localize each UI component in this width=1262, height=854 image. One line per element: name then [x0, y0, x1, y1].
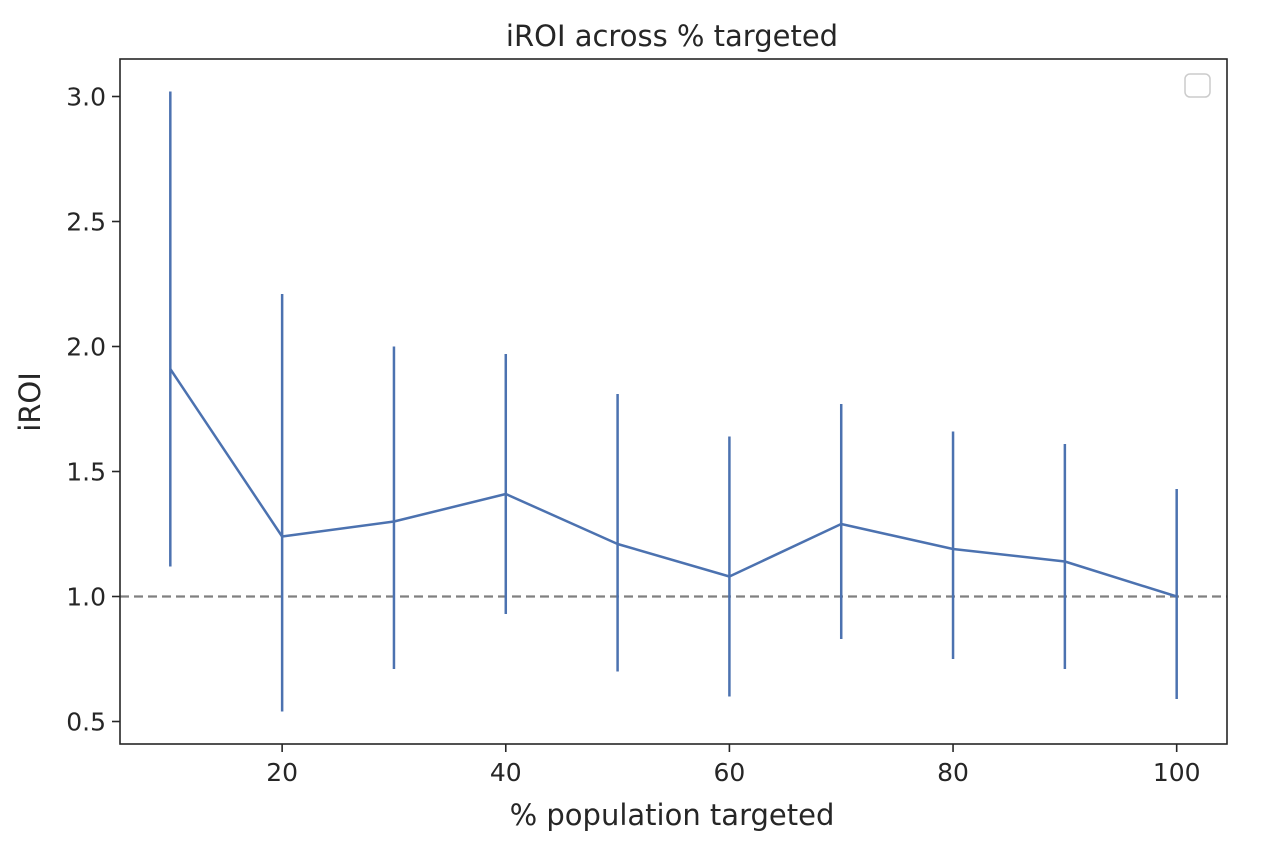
- x-tick-label-60: 60: [714, 758, 746, 787]
- y-tick-label-2.5: 2.5: [66, 208, 106, 237]
- y-tick-label-3.0: 3.0: [66, 83, 106, 112]
- x-tick-label-100: 100: [1153, 758, 1201, 787]
- y-tick-label-1.5: 1.5: [66, 458, 106, 487]
- legend-box: [1184, 73, 1211, 98]
- series-line: [169, 368, 1178, 598]
- y-tick-label-2.0: 2.0: [66, 333, 106, 362]
- chart-title: iROI across % targeted: [506, 19, 838, 53]
- x-tick-label-80: 80: [937, 758, 969, 787]
- x-tick-label-20: 20: [266, 758, 298, 787]
- plot-area: 20 40 60 80 100 0.5 1.0 1.5 2.0 2.5 3.0: [66, 58, 1228, 787]
- x-axis-label: % population targeted: [510, 798, 835, 832]
- plot-frame: [119, 58, 1228, 745]
- y-tick-label-0.5: 0.5: [66, 708, 106, 737]
- y-tick-label-1.0: 1.0: [66, 583, 106, 612]
- y-axis-label: iROI: [13, 372, 47, 432]
- x-tick-label-40: 40: [490, 758, 522, 787]
